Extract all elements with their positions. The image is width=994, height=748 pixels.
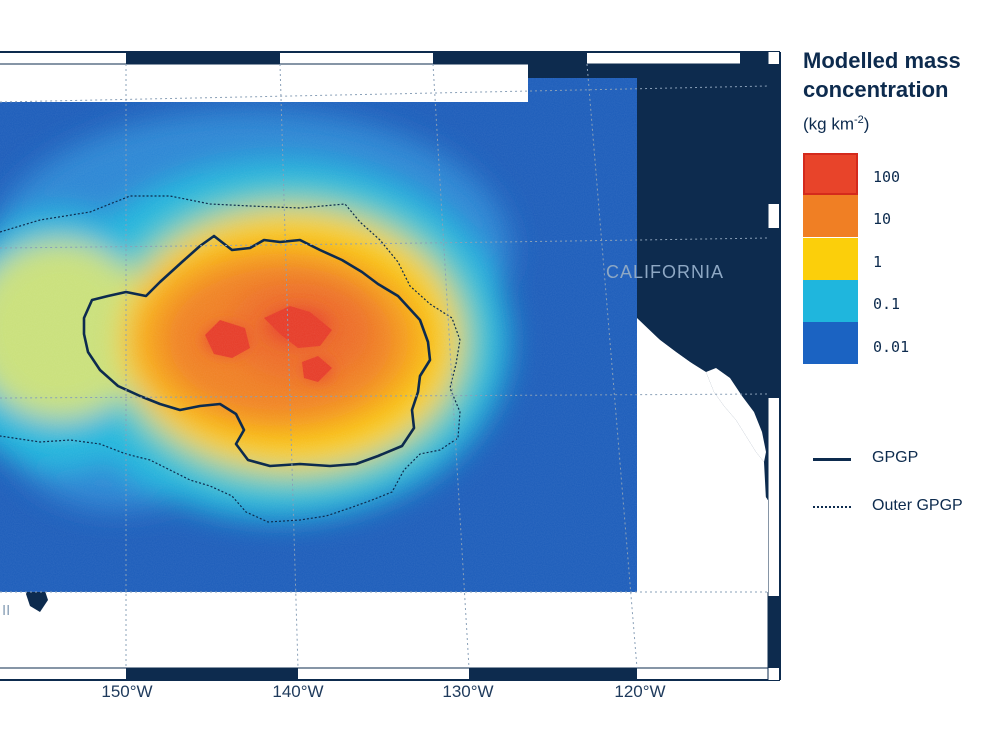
gpgp-line	[82, 234, 432, 468]
longitude-label-120w: 120°W	[614, 682, 666, 701]
legend-swatch-10	[803, 195, 858, 237]
legend-swatch-0-01	[803, 322, 858, 364]
legend-units-exponent: -2	[854, 114, 864, 126]
legend-swatch-100	[803, 153, 858, 195]
longitude-label-130w: 130°W	[442, 682, 494, 701]
outer-gpgp-line	[0, 195, 461, 523]
legend-outer-gpgp-label: Outer GPGP	[872, 497, 963, 514]
hawaii-partial-label: II	[2, 602, 10, 619]
longitude-label-150w: 150°W	[101, 682, 153, 701]
legend-units: (kg km-2)	[803, 114, 869, 135]
legend-outer-gpgp-line-sample	[813, 506, 851, 508]
legend-swatch-0-1	[803, 280, 858, 322]
legend-title: Modelled mass concentration	[803, 48, 961, 102]
legend-units-suffix: )	[863, 114, 870, 134]
legend-gpgp-line-sample	[813, 458, 851, 461]
legend-units-prefix: (kg km	[803, 114, 854, 134]
legend-label-0-1: 0.1	[873, 295, 901, 313]
legend-label-0-01: 0.01	[873, 338, 910, 356]
map-border-top	[0, 51, 780, 65]
legend-swatch-1	[803, 238, 858, 280]
legend-label-1: 1	[873, 253, 883, 271]
map-border-right	[767, 52, 781, 680]
graticule	[0, 63, 769, 669]
unmodelled-ocean	[637, 318, 768, 592]
map-border-bottom	[0, 667, 780, 681]
legend-gpgp-label: GPGP	[872, 449, 919, 466]
california-label: CALIFORNIA	[606, 262, 724, 282]
legend-label-10: 10	[873, 210, 892, 228]
legend-label-100: 100	[873, 168, 901, 186]
longitude-label-140w: 140°W	[272, 682, 324, 701]
concentration-field	[0, 78, 637, 592]
